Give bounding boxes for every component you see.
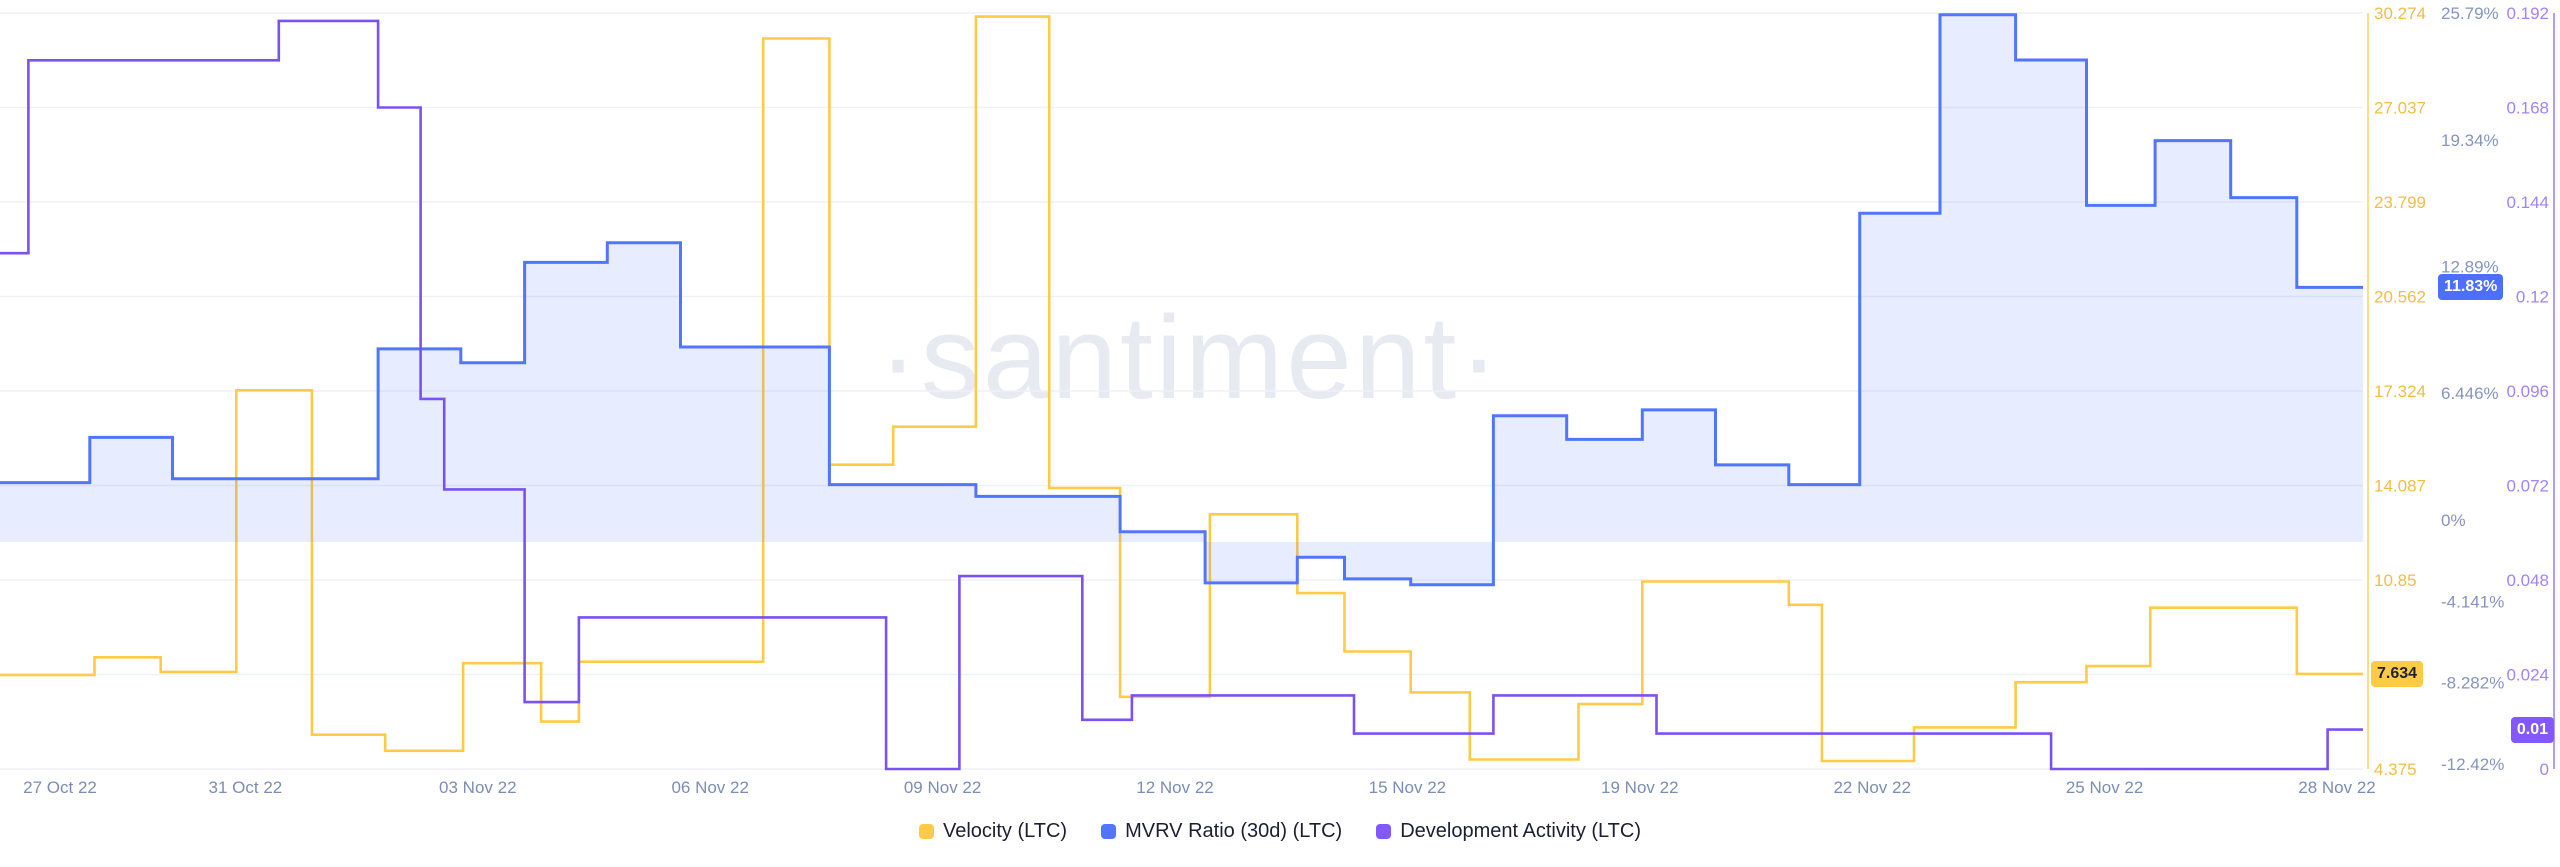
x-axis-label: 06 Nov 22 [671,778,749,797]
legend-item-mvrv[interactable]: MVRV Ratio (30d) (LTC) [1101,820,1342,843]
x-axis-label: 09 Nov 22 [903,778,982,797]
x-axis-label: 19 Nov 22 [1601,778,1679,797]
x-axis-label: 31 Oct 22 [208,778,283,797]
dev_activity-axis-tick: 0.048 [2506,571,2549,590]
legend-label-dev-activity: Development Activity (LTC) [1400,820,1641,842]
dev_activity-axis-tick: 0.12 [2516,288,2549,307]
velocity-value-badge: 7.634 [2371,660,2424,687]
mvrv-color-chip [1101,824,1117,839]
x-axis-label: 03 Nov 22 [439,778,517,797]
chart-plot-area[interactable] [0,13,2363,769]
santiment-watermark: ·santiment· [878,290,1501,426]
mvrv-axis-tick: -8.282% [2441,674,2504,693]
dev-activity-value-badge: 0.01 [2510,716,2554,743]
dev_activity-axis-tick: 0 [2540,760,2549,779]
x-axis-label: 15 Nov 22 [1368,778,1447,797]
x-axis-label: 28 Nov 22 [2298,778,2376,797]
mvrv-axis-tick: 6.446% [2441,384,2499,403]
velocity-color-chip [918,824,934,839]
x-axis-label: 22 Nov 22 [1833,778,1911,797]
legend-label-velocity: Velocity (LTC) [942,820,1068,842]
velocity-axis-tick: 30.274 [2374,4,2426,23]
dev-activity-color-chip [1376,824,1392,839]
mvrv-line [0,13,2363,587]
velocity-axis-tick: 14.087 [2374,477,2426,496]
velocity-axis-tick: 17.324 [2374,382,2426,401]
x-axis-label: 27 Oct 22 [23,778,97,797]
velocity-axis-tick: 23.799 [2374,193,2426,212]
x-axis-label: 12 Nov 22 [1136,778,1214,797]
dev_activity-axis-tick: 0.144 [2506,193,2549,212]
velocity-axis-tick: 27.037 [2374,99,2426,118]
mvrv-axis-tick: -12.42% [2441,755,2504,774]
legend-item-dev-activity[interactable]: Development Activity (LTC) [1376,820,1641,843]
dev_activity-axis-tick: 0.192 [2506,4,2549,23]
gridlines [0,12,2363,770]
mvrv-axis-tick: 12.89% [2441,258,2499,277]
x-axis-label: 25 Nov 22 [2065,778,2144,797]
mvrv-value-badge: 11.83% [2438,274,2504,301]
legend-item-velocity[interactable]: Velocity (LTC) [918,820,1068,843]
velocity-axis-tick: 4.375 [2374,760,2417,779]
dev_activity-axis-tick: 0.168 [2506,99,2549,118]
dev_activity-axis-tick: 0.024 [2506,666,2549,685]
mvrv-axis-tick: 25.79% [2441,4,2499,23]
dev_activity-axis-tick: 0.096 [2506,382,2549,401]
chart-legend: Velocity (LTC) MVRV Ratio (30d) (LTC) De… [0,820,2560,843]
velocity-line [0,15,2363,763]
mvrv-axis-tick: 0% [2441,511,2466,530]
mvrv-area [0,14,2363,585]
legend-label-mvrv: MVRV Ratio (30d) (LTC) [1125,820,1343,842]
velocity-axis-tick: 10.85 [2374,571,2417,590]
x-axis: 27 Oct 22 31 Oct 22 03 Nov 22 06 Nov 22 09 N… [0,778,2560,802]
mvrv-axis-tick: -4.141% [2441,592,2504,611]
dev_activity-line [0,19,2363,771]
velocity-axis-tick: 20.562 [2374,288,2426,307]
dev_activity-axis-tick: 0.072 [2506,477,2549,496]
mvrv-axis-tick: 19.34% [2441,131,2499,150]
